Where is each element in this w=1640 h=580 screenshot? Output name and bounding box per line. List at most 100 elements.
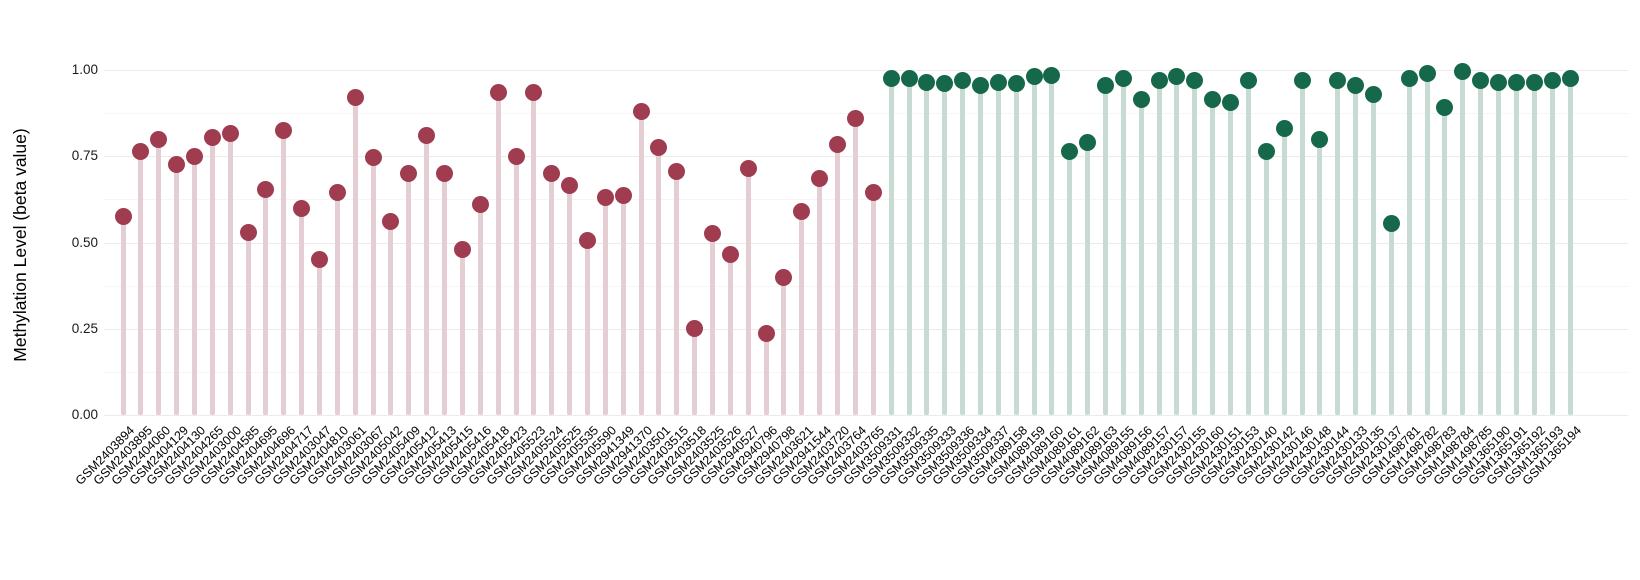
data-point (775, 268, 793, 286)
data-point (400, 165, 418, 182)
data-point (1257, 142, 1275, 160)
stem (442, 173, 448, 415)
data-point (1150, 71, 1168, 89)
minor-gridline (104, 199, 1628, 201)
stem (674, 171, 680, 415)
data-point (114, 208, 132, 226)
stem (602, 197, 608, 415)
stem (1049, 75, 1055, 415)
data-point (1293, 71, 1311, 89)
data-point (1382, 215, 1400, 233)
stem (1031, 76, 1037, 415)
stem (567, 185, 573, 415)
data-point (275, 121, 293, 139)
data-point (1347, 77, 1365, 95)
stem (263, 189, 269, 415)
data-point (936, 75, 954, 93)
data-point (1025, 68, 1043, 86)
data-point (811, 170, 829, 188)
stem (977, 85, 983, 415)
data-point (239, 223, 257, 241)
data-point (1204, 90, 1222, 108)
stem (120, 216, 126, 415)
data-point (1543, 71, 1561, 89)
data-point (293, 199, 311, 217)
stem (745, 168, 751, 415)
data-point (918, 73, 936, 91)
data-point (328, 183, 346, 201)
data-point (418, 127, 436, 145)
data-point (543, 165, 561, 182)
data-point (436, 165, 454, 182)
data-point (489, 83, 507, 101)
major-gridline (104, 70, 1628, 71)
major-gridline (104, 242, 1628, 244)
stem (370, 157, 376, 415)
stem (1496, 82, 1502, 415)
data-point (1525, 73, 1543, 91)
data-point (1186, 71, 1204, 89)
data-point (1239, 71, 1257, 89)
data-point (1454, 63, 1472, 81)
data-point (364, 149, 382, 167)
data-point (221, 125, 239, 143)
data-point (1007, 75, 1025, 93)
stem (245, 232, 251, 415)
data-point (453, 240, 471, 258)
data-point (739, 159, 757, 177)
minor-gridline (104, 113, 1628, 115)
stem (227, 133, 233, 415)
stem (317, 259, 322, 415)
stem (1263, 151, 1269, 415)
data-point (1400, 70, 1418, 88)
data-point (1364, 85, 1382, 103)
stem (1460, 71, 1466, 415)
stem (1210, 99, 1216, 415)
stem (1442, 107, 1448, 415)
data-point (614, 187, 632, 205)
data-point (1132, 90, 1150, 108)
stem (424, 135, 430, 415)
data-point (578, 232, 596, 250)
data-point (1436, 99, 1454, 117)
stem (781, 277, 787, 415)
data-point (954, 71, 972, 89)
data-point (1311, 130, 1329, 148)
stem (352, 97, 358, 415)
data-point (864, 183, 882, 201)
data-point (721, 246, 739, 264)
data-point (185, 147, 203, 165)
data-point (311, 251, 328, 269)
data-point (596, 189, 614, 207)
stem (1335, 80, 1341, 415)
data-point (346, 89, 364, 107)
stem (799, 211, 805, 415)
data-point (1490, 73, 1508, 91)
data-point (668, 163, 686, 181)
stem (638, 111, 644, 415)
stem (531, 92, 537, 415)
stem (620, 195, 626, 415)
data-point (686, 320, 704, 338)
y-tick-label: 1.00 (71, 62, 98, 77)
stem (1138, 99, 1144, 415)
stem (1120, 78, 1126, 415)
data-point (1114, 70, 1132, 88)
stem (138, 151, 144, 415)
stem (388, 221, 394, 415)
data-point (561, 177, 579, 195)
stem (1013, 83, 1019, 415)
stem (817, 178, 823, 415)
stem (1317, 139, 1323, 415)
data-point (1275, 120, 1293, 138)
data-point (704, 225, 722, 243)
stem (1299, 80, 1305, 415)
stem (299, 208, 305, 415)
stem (1228, 102, 1234, 415)
data-point (1043, 66, 1061, 84)
y-tick-label: 0.25 (71, 320, 98, 336)
data-point (382, 213, 400, 231)
y-axis-title: Methylation Level (beta value) (10, 128, 30, 362)
data-point (507, 147, 525, 165)
